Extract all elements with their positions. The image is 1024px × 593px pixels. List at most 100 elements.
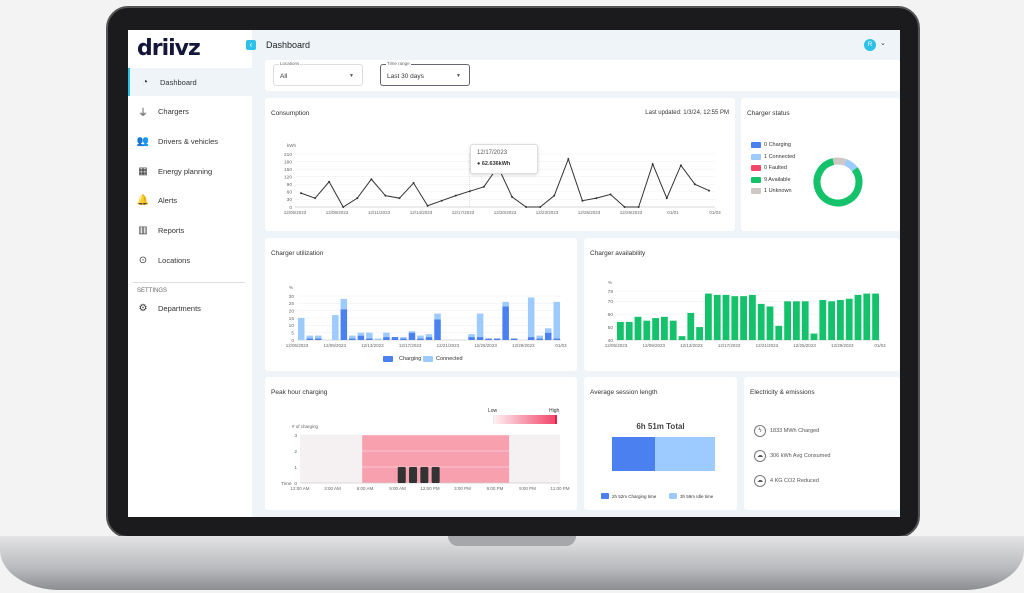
y-tick-label: 0 xyxy=(291,338,294,344)
x-tick-label: 11:00 PM xyxy=(551,486,570,491)
bar-availability xyxy=(740,296,747,340)
charger-status-donut xyxy=(813,157,863,207)
availability-chart: % 40 50 60 70 78 12/05/2023 12/09/2023 12/13/202… xyxy=(605,280,886,348)
x-tick-label: 12/09/2023 xyxy=(323,343,346,348)
x-tick-label: 6:00 AM xyxy=(357,486,374,491)
heat-scale xyxy=(493,415,557,424)
bar-availability xyxy=(775,325,783,340)
bar-charging xyxy=(485,338,492,340)
scale-high-label: High xyxy=(549,408,560,414)
data-point xyxy=(651,163,654,166)
y-tick-label: 25 xyxy=(289,301,295,307)
bar-connected xyxy=(502,301,509,307)
avg-session-card: Average session length 6h 51m Total 2h 5… xyxy=(584,377,737,510)
bar-availability xyxy=(731,296,739,340)
y-tick-label: 20 xyxy=(289,308,295,314)
bar-availability xyxy=(722,294,730,340)
sidebar-item-energy-planning[interactable]: ▦ Energy planning xyxy=(128,157,252,185)
y-tick-label: 150 xyxy=(284,167,292,173)
car-cloud-icon: ☁ xyxy=(754,450,766,462)
status-legend-item[interactable]: 0 Faulted xyxy=(751,165,787,171)
locations-select[interactable]: Locations All ▼ xyxy=(273,61,363,86)
sidebar-item-reports[interactable]: ▥ Reports xyxy=(128,217,252,245)
sidebar-item-locations[interactable]: ⊙ Locations xyxy=(128,246,252,274)
x-tick-label: 12/29/2023 xyxy=(620,210,643,215)
gauge-icon: ◔ xyxy=(141,76,149,88)
bar-charging xyxy=(434,319,441,340)
bar-connected xyxy=(306,335,314,339)
status-legend-item[interactable]: 1 Unknown xyxy=(751,188,792,194)
y-tick-label: 0 xyxy=(289,205,292,211)
card-title: Electricity & emissions xyxy=(750,389,815,396)
y-tick-label: 120 xyxy=(284,175,292,181)
chevron-down-icon[interactable]: ⌄ xyxy=(880,40,886,47)
x-tick-label: 12/23/2023 xyxy=(536,210,559,215)
data-point xyxy=(609,193,612,196)
card-title: Peak hour charging xyxy=(271,389,328,396)
data-point xyxy=(314,197,317,200)
bar-charging xyxy=(544,332,552,340)
x-tick-label: 12/26/2023 xyxy=(578,210,601,215)
x-tick-label: 12/29/2023 xyxy=(831,343,854,348)
bar-connected xyxy=(476,313,484,338)
bar-charging xyxy=(510,338,518,340)
legend-charging[interactable]: Charging xyxy=(383,356,421,362)
x-tick-label: 12:00 AM xyxy=(290,486,309,491)
bar-availability xyxy=(819,300,827,340)
bar-charging xyxy=(306,338,314,340)
bar-availability xyxy=(810,333,818,340)
bar-charging xyxy=(340,309,348,340)
bar-connected xyxy=(400,337,407,339)
data-point xyxy=(693,183,696,186)
avatar[interactable]: R xyxy=(864,39,876,51)
status-legend-item[interactable]: 0 Charging xyxy=(751,142,791,148)
bar-chart-icon: ▥ xyxy=(138,225,148,236)
bar-charging xyxy=(408,332,416,340)
status-legend-item[interactable]: 1 Connected xyxy=(751,153,795,160)
sidebar-item-alerts[interactable]: 🔔 Alerts xyxy=(128,187,252,215)
bar-charging-count xyxy=(431,467,440,483)
sidebar-item-departments[interactable]: ⚙ Departments xyxy=(128,294,252,322)
divider xyxy=(133,282,245,283)
card-title: Charger availability xyxy=(590,250,646,257)
x-tick-label: 12/25/2023 xyxy=(793,343,816,348)
sidebar-item-chargers[interactable]: ⏚ Chargers xyxy=(128,98,252,126)
chart-tooltip: 12/17/2023 ● 62.636kWh xyxy=(470,144,538,174)
bar-connected xyxy=(553,301,560,339)
sidebar-item-dashboard[interactable]: ◔ Dashboard xyxy=(128,68,252,96)
sidebar-item-drivers-vehicles[interactable]: 👥 Drivers & vehicles xyxy=(128,127,252,155)
y-tick-label: 90 xyxy=(287,182,293,188)
time-range-select[interactable]: Time range Last 30 days ▼ xyxy=(380,61,470,86)
data-point xyxy=(426,204,429,207)
status-legend-item[interactable]: 9 Available xyxy=(751,176,791,183)
sidebar-item-label: Energy planning xyxy=(158,166,213,176)
y-tick-label: 78 xyxy=(608,289,614,295)
tooltip-value: 62.636kWh xyxy=(481,161,511,167)
idle-time-segment xyxy=(655,437,715,471)
scale-low-label: Low xyxy=(488,408,498,414)
page-title: Dashboard xyxy=(266,40,311,50)
bar-availability xyxy=(643,320,651,340)
x-tick-label: 12/17/2023 xyxy=(452,210,475,215)
bar-charging xyxy=(476,337,484,340)
x-tick-label: 12/21/2023 xyxy=(437,343,460,348)
data-point xyxy=(637,206,640,208)
bar-charging xyxy=(357,335,365,340)
bar-charging xyxy=(400,338,407,340)
collapse-sidebar-button[interactable]: ‹ xyxy=(246,40,256,50)
bar-charging xyxy=(349,338,356,340)
bar-availability xyxy=(766,306,774,340)
sidebar-item-label: Reports xyxy=(158,226,185,235)
bar-availability xyxy=(872,293,879,340)
x-tick-label: 12/29/2023 xyxy=(512,343,535,348)
x-tick-label: 12/14/2023 xyxy=(410,210,433,215)
bar-connected xyxy=(315,335,322,339)
x-tick-label: 01/01 xyxy=(667,210,679,215)
data-point xyxy=(623,206,626,208)
bar-charging xyxy=(417,338,424,340)
card-title: Charger status xyxy=(747,110,790,117)
data-point xyxy=(567,158,570,161)
bar-connected xyxy=(408,331,416,333)
legend-connected[interactable]: Connected xyxy=(423,356,463,362)
